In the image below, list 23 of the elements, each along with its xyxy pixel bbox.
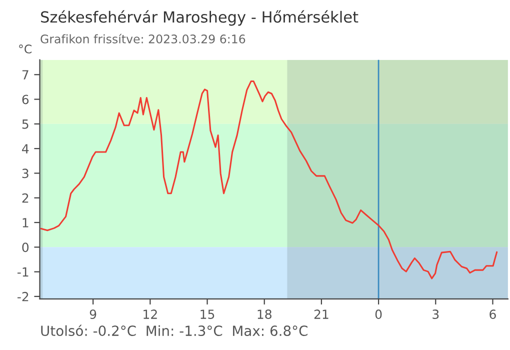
- chart-title: Székesfehérvár Maroshegy - Hőmérséklet: [41, 10, 358, 26]
- x-tick-label: 0: [375, 310, 382, 319]
- y-tick-label: 4: [22, 144, 29, 154]
- y-tick-label: -1: [18, 267, 28, 277]
- x-tick-label: 6: [490, 310, 496, 319]
- y-tick-label: 6: [22, 94, 29, 104]
- y-tick-label: 0: [22, 242, 29, 252]
- x-tick-label: 3: [432, 310, 439, 319]
- y-tick-label: 5: [22, 120, 28, 129]
- y-tick-label: -2: [18, 292, 28, 302]
- line-series: [40, 80, 498, 280]
- x-tick-label: 9: [90, 310, 96, 319]
- y-axis-title: °C: [19, 44, 32, 54]
- x-tick-label: 18: [258, 310, 272, 319]
- y-tick-label: 7: [22, 70, 28, 80]
- y-tick-label: 2: [22, 193, 28, 203]
- y-tick-label: 1: [22, 218, 28, 228]
- x-tick-label: 21: [314, 310, 328, 319]
- chart-subtitle: Grafikon frissítve: 2023.03.29 6:16: [40, 34, 246, 44]
- x-tick-label: 15: [200, 310, 214, 319]
- x-tick-label: 12: [144, 310, 157, 319]
- text: Utolsó: -0.2°C Min: -1.3°C Max: 6.8°C: [41, 324, 308, 336]
- y-tick-label: 3: [22, 168, 28, 178]
